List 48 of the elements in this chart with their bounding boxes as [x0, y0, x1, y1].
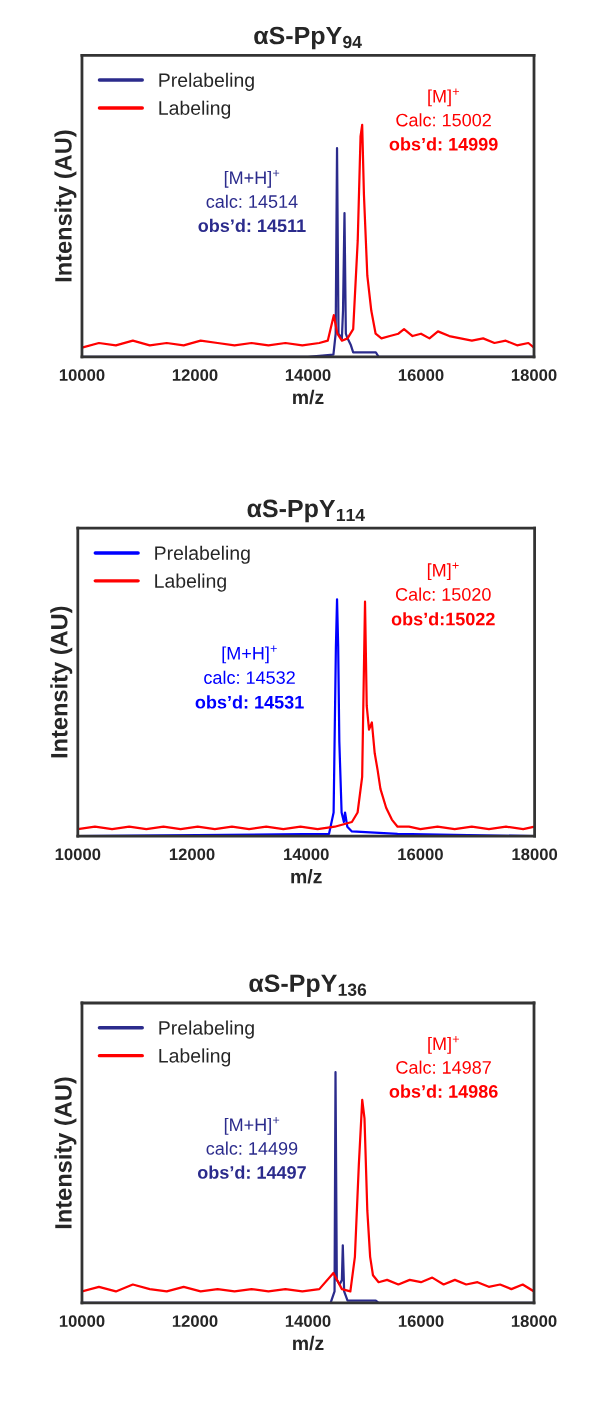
text: [M]$^{+}$	[428, 1036, 459, 1054]
annotation: calc: 14499	[206, 1141, 298, 1155]
x-tick-label: 10000	[59, 1315, 105, 1328]
x-tick-label: 14000	[285, 369, 331, 381]
annotation: obs’d:15022	[391, 612, 495, 626]
chart-title: αS-PpY$_{136}$	[249, 974, 367, 998]
x-axis-title: m/z	[291, 869, 322, 884]
chart-title: αS-PpY$_{94}$	[254, 26, 362, 50]
annotation: Calc: 15020	[395, 587, 491, 601]
x-tick-label: 10000	[55, 848, 101, 861]
chart-title: αS-PpY$_{114}$	[247, 499, 365, 523]
x-axis-title: m/z	[293, 389, 324, 405]
annotation: calc: 14514	[206, 194, 298, 208]
y-axis-title: Intensity (AU)	[54, 1077, 77, 1229]
x-tick-label: 16000	[398, 369, 444, 381]
legend-label: Labeling	[155, 573, 226, 592]
x-tick-label: 14000	[285, 1315, 331, 1328]
text: [M]$^{+}$	[428, 88, 459, 107]
legend-label: Prelabeling	[159, 72, 254, 91]
x-tick-label: 12000	[172, 1315, 218, 1328]
annotation: obs’d: 14497	[197, 1165, 306, 1179]
text: [M]$^{+}$	[427, 562, 459, 581]
legend-label: Prelabeling	[159, 1020, 254, 1039]
annotation: Calc: 15002	[396, 113, 491, 127]
annotation: Calc: 14987	[396, 1060, 491, 1074]
x-tick-label: 10000	[59, 369, 105, 381]
legend-label: Labeling	[159, 1048, 231, 1067]
x-tick-label: 18000	[511, 1315, 557, 1328]
x-tick-label: 18000	[512, 848, 558, 861]
annotation: [M+H]$^{+}$	[224, 1117, 280, 1135]
x-tick-label: 12000	[172, 369, 218, 381]
legend-label: Labeling	[159, 100, 231, 119]
x-tick-label: 14000	[284, 848, 329, 861]
annotation: obs’d: 14531	[195, 695, 304, 709]
annotation: [M+H]$^{+}$	[222, 645, 277, 664]
annotation: [M+H]$^{+}$	[224, 170, 280, 188]
y-axis-title: Intensity (AU)	[54, 130, 77, 282]
x-tick-label: 16000	[398, 1315, 444, 1328]
y-axis-title: Intensity (AU)	[50, 606, 73, 758]
legend-label: Prelabeling	[155, 545, 250, 564]
annotation: obs’d: 14999	[389, 137, 498, 151]
x-axis-title: m/z	[293, 1335, 324, 1351]
annotation: calc: 14532	[204, 670, 295, 684]
x-tick-label: 18000	[511, 369, 557, 381]
x-tick-label: 16000	[398, 848, 443, 861]
annotation: obs’d: 14986	[389, 1084, 498, 1098]
annotation: obs’d: 14511	[198, 218, 306, 233]
x-tick-label: 12000	[169, 848, 215, 861]
